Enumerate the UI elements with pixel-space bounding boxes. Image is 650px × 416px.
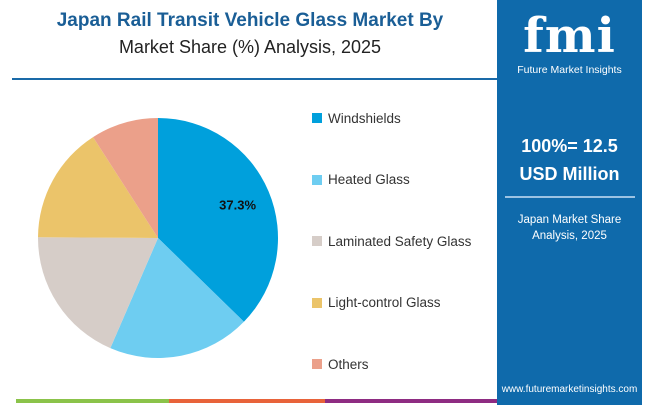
legend-item: Heated Glass: [312, 170, 471, 190]
legend-label: Others: [328, 356, 369, 372]
website-link[interactable]: www.futuremarketinsights.com: [501, 384, 638, 395]
legend-label: Heated Glass: [328, 172, 410, 187]
legend-swatch: [312, 236, 322, 246]
panel-subtitle-1: Japan Market Share: [517, 214, 622, 226]
strip-orange: [169, 399, 325, 403]
pie-slice-windshields: [158, 118, 278, 322]
legend-label: Light-control Glass: [328, 295, 441, 310]
legend-label: Laminated Safety Glass: [328, 233, 472, 249]
total-unit: USD Million: [519, 164, 620, 184]
legend-swatch: [312, 297, 322, 308]
legend-label: Windshields: [328, 110, 401, 126]
title-line-2: Market Share (%) Analysis, 2025: [118, 37, 382, 57]
title-divider: [12, 78, 497, 80]
pie-slice-others: [93, 118, 158, 238]
pie-chart: 37.3%: [37, 118, 278, 358]
logo-subtitle: Future Market Insights: [517, 64, 622, 76]
chart-title: Japan Rail Transit Vehicle Glass Market …: [0, 8, 500, 60]
data-label: 37.3%: [219, 197, 256, 212]
pie-slice-laminated-safety-glass: [37, 237, 158, 349]
legend-swatch: [312, 113, 322, 123]
pie-slice-light-control-glass: [38, 137, 159, 238]
panel-divider: [504, 196, 635, 198]
legend-item: Windshields: [312, 108, 471, 128]
strip-green: [16, 399, 169, 403]
info-panel: fmi Future Market Insights 100%= 12.5 US…: [497, 0, 642, 405]
strip-purple: [325, 399, 497, 403]
legend-swatch: [312, 174, 322, 185]
total-value: 100%= 12.5: [521, 136, 618, 156]
legend-swatch: [312, 359, 322, 369]
title-line-1: Japan Rail Transit Vehicle Glass Market …: [56, 10, 444, 31]
legend: Windshields Heated Glass Laminated Safety …: [312, 108, 471, 416]
pie-slice-heated-glass: [110, 238, 244, 358]
legend-item: Light-control Glass: [312, 293, 471, 313]
legend-item: Laminated Safety Glass: [312, 231, 471, 251]
fmi-logo: fmi: [523, 8, 616, 64]
legend-item: Others: [312, 354, 471, 374]
panel-subtitle-2: Analysis, 2025: [532, 230, 607, 242]
